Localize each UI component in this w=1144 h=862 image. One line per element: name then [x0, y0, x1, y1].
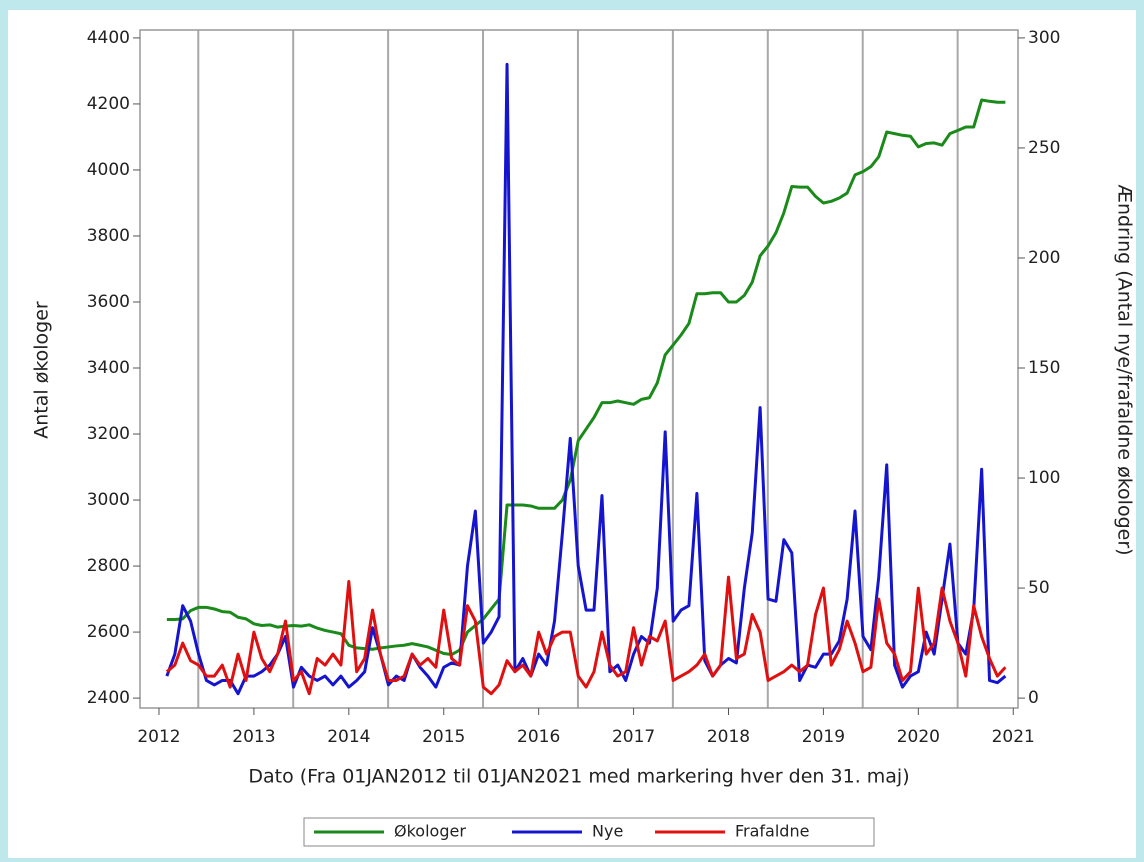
legend-box — [303, 817, 875, 847]
series-line — [165, 575, 1007, 696]
y2-tick-label: 50 — [1028, 578, 1050, 598]
y2-tick-label: 0 — [1028, 688, 1039, 708]
x-tick-label: 2020 — [897, 727, 940, 747]
y2-tick-label: 250 — [1028, 138, 1060, 158]
y2-axis-label: Ændring (Antal nye/frafaldne økologer) — [1114, 184, 1136, 555]
series-line — [165, 62, 1007, 696]
y2-tick-label: 200 — [1028, 248, 1060, 268]
y-tick-label: 2400 — [87, 688, 130, 708]
y2-tick-label: 150 — [1028, 358, 1060, 378]
y-tick-label: 2600 — [87, 622, 130, 642]
y-tick-label: 3200 — [87, 424, 130, 444]
legend-label: Nye — [592, 822, 623, 841]
y-tick-label: 3000 — [87, 490, 130, 510]
legend-label: Økologer — [394, 822, 466, 841]
x-tick-label: 2016 — [517, 727, 560, 747]
y-tick-label: 4200 — [87, 94, 130, 114]
plot-frame — [139, 29, 1019, 709]
x-tick-label: 2014 — [327, 727, 370, 747]
legend-label: Frafaldne — [735, 822, 809, 841]
y-tick-label: 3600 — [87, 292, 130, 312]
panel — [8, 10, 1136, 858]
x-tick-label: 2021 — [992, 727, 1035, 747]
y-tick-label: 3400 — [87, 358, 130, 378]
x-tick-label: 2012 — [137, 727, 180, 747]
y-tick-label: 2800 — [87, 556, 130, 576]
x-tick-label: 2013 — [232, 727, 275, 747]
x-tick-label: 2019 — [802, 727, 845, 747]
x-tick-label: 2018 — [707, 727, 750, 747]
x-tick-label: 2017 — [612, 727, 655, 747]
y2-tick-label: 100 — [1028, 468, 1060, 488]
x-tick-label: 2015 — [422, 727, 465, 747]
y2-tick-label: 300 — [1028, 28, 1060, 48]
y-tick-label: 4000 — [87, 160, 130, 180]
y-tick-label: 3800 — [87, 226, 130, 246]
x-axis-label: Dato (Fra 01JAN2012 til 01JAN2021 med ma… — [248, 766, 909, 788]
series-line — [166, 98, 1006, 657]
y-tick-label: 4400 — [87, 28, 130, 48]
y-axis-label: Antal økologer — [31, 301, 53, 439]
